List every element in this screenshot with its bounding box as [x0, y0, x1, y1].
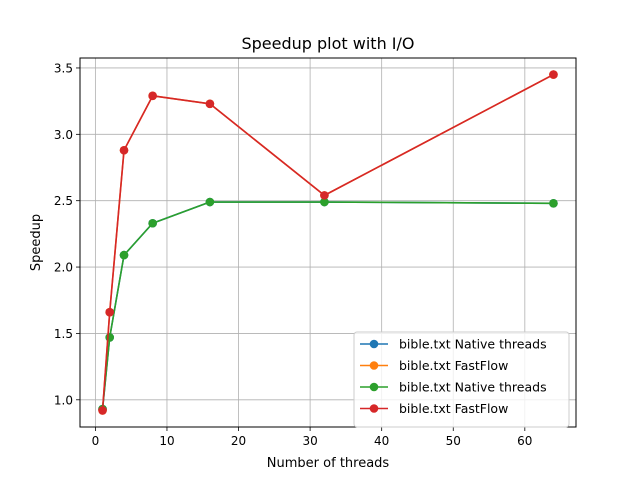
x-axis-label: Number of threads	[267, 456, 390, 471]
x-tick-label: 60	[517, 434, 532, 448]
series-3	[98, 70, 558, 415]
data-point	[98, 406, 107, 415]
plot-area-frame	[79, 57, 577, 428]
legend-marker	[369, 339, 379, 349]
legend-label: bible.txt Native threads	[399, 337, 547, 352]
y-tick-label: 3.5	[54, 61, 73, 75]
legend-entry: bible.txt Native threads	[360, 380, 547, 395]
data-point	[148, 91, 157, 101]
legend-marker	[369, 382, 379, 392]
y-tick-label: 3.0	[54, 128, 73, 142]
legend-label: bible.txt FastFlow	[399, 401, 508, 416]
axis-ticks: 0 10 20 30 40 50 60 1.0 1.5 2.0 2.5 3.0 3.5	[54, 61, 533, 448]
data-point	[205, 197, 215, 207]
legend-marker	[369, 361, 379, 370]
y-axis-label: Speedup	[29, 214, 44, 271]
legend-entry: bible.txt FastFlow	[360, 358, 508, 373]
legend-label: bible.txt Native threads	[399, 380, 547, 395]
data-point	[549, 70, 558, 79]
y-tick-label: 1.0	[54, 393, 73, 407]
legend-box	[353, 331, 570, 428]
data-series	[98, 70, 558, 415]
legend-entry: bible.txt FastFlow	[360, 401, 508, 416]
data-point	[148, 218, 157, 228]
x-tick-label: 40	[374, 434, 389, 448]
series-2	[98, 197, 558, 414]
y-tick-label: 1.5	[54, 327, 73, 341]
y-tick-label: 2.5	[54, 194, 73, 208]
legend-marker	[369, 404, 379, 413]
x-tick-label: 10	[159, 434, 174, 448]
legend-entry: bible.txt Native threads	[360, 337, 547, 352]
chart-title: Speedup plot with I/O	[241, 34, 414, 53]
data-point	[320, 197, 329, 207]
data-point	[205, 99, 215, 109]
data-point	[105, 333, 115, 342]
data-point	[549, 199, 558, 208]
x-tick-label: 50	[446, 434, 461, 448]
x-tick-label: 30	[302, 434, 317, 448]
y-tick-label: 2.0	[54, 261, 73, 275]
data-point	[105, 307, 115, 317]
data-point	[119, 145, 129, 155]
data-point	[119, 250, 129, 260]
x-tick-label: 0	[92, 434, 100, 448]
data-point	[320, 191, 329, 200]
x-tick-label: 20	[231, 434, 246, 448]
legend: bible.txt Native threads bible.txt FastFl…	[353, 331, 570, 428]
legend-label: bible.txt FastFlow	[399, 358, 508, 373]
